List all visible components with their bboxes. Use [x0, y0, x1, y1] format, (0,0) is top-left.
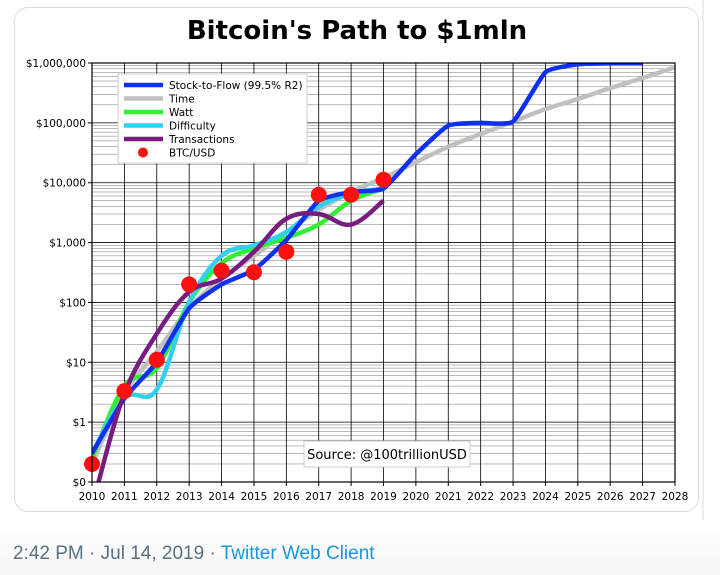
x-tick-label: 2021: [435, 491, 462, 503]
btc-usd-point: [148, 351, 165, 368]
y-tick-label: $100,000: [36, 118, 86, 130]
legend-label: BTC/USD: [169, 148, 215, 160]
separator: ·: [89, 543, 96, 564]
source-annotation: Source: @100trillionUSD: [303, 440, 471, 468]
y-tick-label: $10: [66, 357, 86, 369]
x-tick-label: 2026: [597, 491, 624, 503]
btc-usd-point: [181, 276, 198, 293]
tweet-footer: [0, 520, 720, 575]
btc-usd-point: [375, 171, 392, 188]
btc-usd-point: [245, 264, 262, 281]
legend-box: [117, 73, 308, 164]
source-client-link[interactable]: Twitter Web Client: [220, 543, 375, 564]
source-text: Source: @100trillionUSD: [307, 448, 467, 463]
x-tick-label: 2028: [662, 491, 689, 503]
y-tick-label: $100: [59, 297, 86, 309]
x-tick-label: 2011: [111, 491, 138, 503]
separator: ·: [209, 543, 216, 564]
legend-label: Watt: [169, 107, 193, 119]
x-tick-label: 2025: [564, 491, 591, 503]
x-tick-label: 2012: [143, 491, 170, 503]
x-tick-label: 2010: [79, 491, 106, 503]
x-tick-label: 2027: [629, 491, 656, 503]
btc-usd-point: [116, 383, 133, 400]
x-tick-label: 2014: [208, 491, 235, 503]
tweet-date[interactable]: Jul 14, 2019: [100, 543, 205, 564]
series-line-difficulty: [92, 186, 384, 455]
scrollbar-track[interactable]: [702, 0, 704, 520]
btc-usd-point: [343, 186, 360, 203]
x-tick-label: 2015: [241, 491, 268, 503]
y-tick-label: $1,000: [49, 238, 86, 250]
btc-usd-point: [310, 186, 327, 203]
x-tick-label: 2023: [500, 491, 527, 503]
y-tick-label: $0: [73, 477, 86, 489]
x-tick-label: 2013: [176, 491, 203, 503]
y-tick-label: $1,000,000: [26, 58, 86, 70]
legend-marker: [138, 147, 148, 158]
y-tick-label: $10,000: [43, 178, 86, 190]
chart: Bitcoin's Path to $1mln $0 $1 $10 $100 $1,00…: [26, 16, 689, 503]
plot-frame: [91, 62, 676, 483]
series-line-transactions: [96, 198, 385, 482]
x-tick-label: 2016: [273, 491, 300, 503]
tweet-media-card[interactable]: Bitcoin's Path to $1mln $0 $1 $10 $100 $1,00…: [14, 7, 699, 512]
tweet-timestamp: 2:42 PM · Jul 14, 2019 · Twitter Web Cli…: [13, 543, 375, 565]
legend-label: Transactions: [168, 134, 235, 146]
x-tick-label: 2017: [305, 491, 332, 503]
x-tick-label: 2022: [467, 491, 494, 503]
x-tick-label: 2024: [532, 491, 559, 503]
btc-usd-point: [213, 262, 230, 279]
y-tick-label: $1: [73, 417, 86, 429]
legend-label: Time: [168, 94, 195, 106]
legend-label: Stock-to-Flow (99.5% R2): [169, 80, 303, 92]
tweet-time[interactable]: 2:42 PM: [13, 543, 84, 564]
series-line-watt: [92, 186, 385, 460]
series-line-stock-to-flow: [92, 63, 643, 455]
chart-title: Bitcoin's Path to $1mln: [187, 16, 527, 46]
x-tick-label: 2018: [338, 491, 365, 503]
legend-label: Difficulty: [169, 121, 216, 133]
btc-usd-point: [278, 243, 295, 260]
x-tick-label: 2020: [403, 491, 430, 503]
x-tick-label: 2019: [370, 491, 397, 503]
